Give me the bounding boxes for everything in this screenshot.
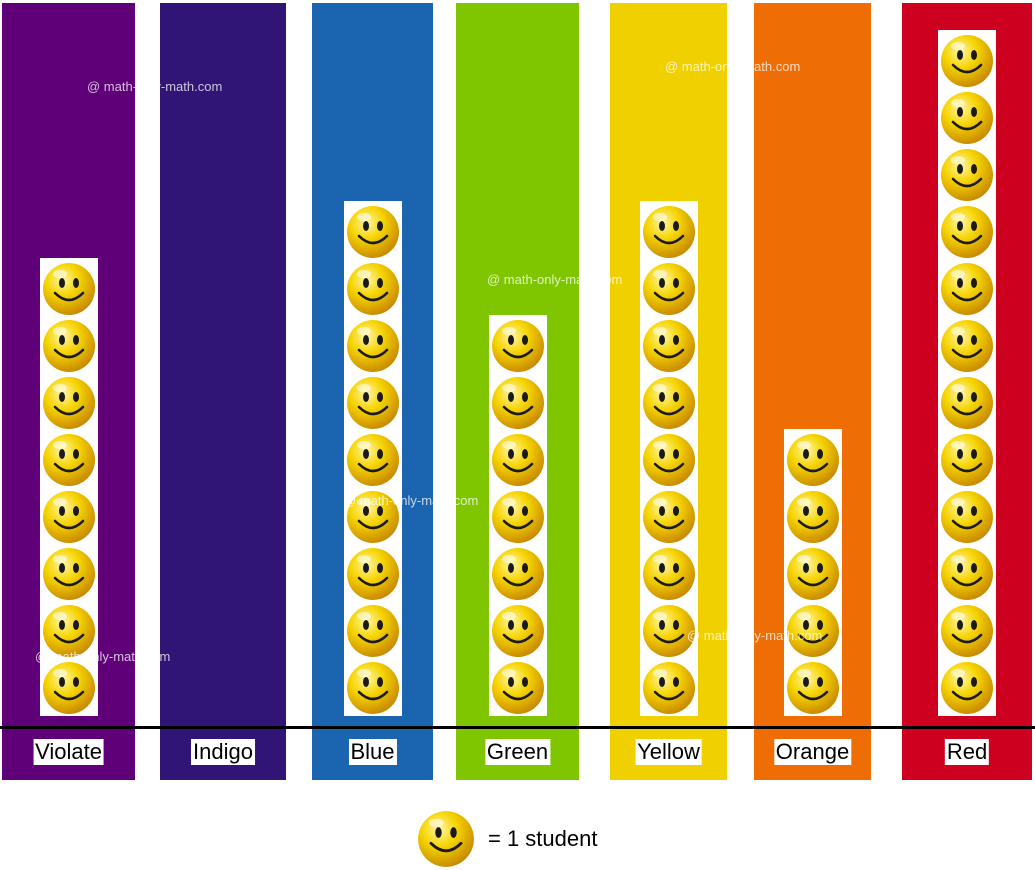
column-violate [2,3,135,780]
category-label-green: Green [484,739,551,765]
baseline [0,726,1035,729]
smiley-icon [940,34,994,88]
smiley-icon [642,319,696,373]
smiley-icon [786,547,840,601]
watermark: @ math-only-math.com [687,628,823,643]
smiley-icon [346,262,400,316]
column-yellow [610,3,727,780]
smiley-icon [940,604,994,658]
smiley-icon [42,604,96,658]
watermark: @ math-only-math.com [35,649,171,664]
category-label-indigo: Indigo [191,739,255,765]
smiley-icon [346,490,400,544]
smiley-icon [346,433,400,487]
category-label-blue: Blue [348,739,397,765]
smiley-icon [642,433,696,487]
smiley-icon [346,547,400,601]
legend-text: = 1 student [488,826,598,851]
smiley-icon [42,262,96,316]
smiley-icon [940,661,994,715]
smiley-icon [42,490,96,544]
smiley-icon [940,376,994,430]
smiley-icon [491,376,545,430]
smiley-icon [642,547,696,601]
column-blue [312,3,433,780]
smiley-icon [940,433,994,487]
icon-stack-green [489,315,547,716]
smiley-icon [491,547,545,601]
column-green [456,3,579,780]
icon-stack-orange [784,429,842,716]
smiley-icon [642,205,696,259]
smiley-icon [491,319,545,373]
smiley-icon [42,433,96,487]
legend-smiley-icon [417,810,475,868]
category-label-red: Red [944,739,990,765]
smiley-icon [786,490,840,544]
smiley-icon [42,547,96,601]
smiley-icon [786,433,840,487]
smiley-icon [346,376,400,430]
smiley-icon [940,91,994,145]
smiley-icon [642,490,696,544]
smiley-icon [940,490,994,544]
column-orange [754,3,871,780]
smiley-icon [642,661,696,715]
column-indigo [160,3,286,780]
smiley-icon [642,604,696,658]
watermark: @ math-only-math.com [343,493,479,508]
smiley-icon [346,205,400,259]
watermark: @ math-only-math.com [87,79,223,94]
smiley-icon [940,148,994,202]
smiley-icon [346,319,400,373]
column-red [902,3,1032,780]
smiley-icon [642,262,696,316]
smiley-icon [940,262,994,316]
watermark: @ math-only-math.com [487,272,623,287]
category-label-yellow: Yellow [635,739,702,765]
smiley-icon [346,661,400,715]
icon-stack-yellow [640,201,698,716]
icon-stack-blue [344,201,402,716]
category-label-orange: Orange [773,739,852,765]
smiley-icon [786,604,840,658]
smiley-icon [642,376,696,430]
smiley-icon [786,661,840,715]
smiley-icon [491,490,545,544]
smiley-icon [491,661,545,715]
smiley-icon [42,376,96,430]
smiley-icon [940,205,994,259]
smiley-icon [42,661,96,715]
icon-stack-red [938,30,996,716]
smiley-icon [42,319,96,373]
smiley-icon [491,604,545,658]
smiley-icon [940,319,994,373]
smiley-icon [940,547,994,601]
icon-stack-violate [40,258,98,716]
watermark: @ math-only-math.com [665,59,801,74]
smiley-icon [491,433,545,487]
smiley-icon [346,604,400,658]
category-label-violate: Violate [33,739,104,765]
